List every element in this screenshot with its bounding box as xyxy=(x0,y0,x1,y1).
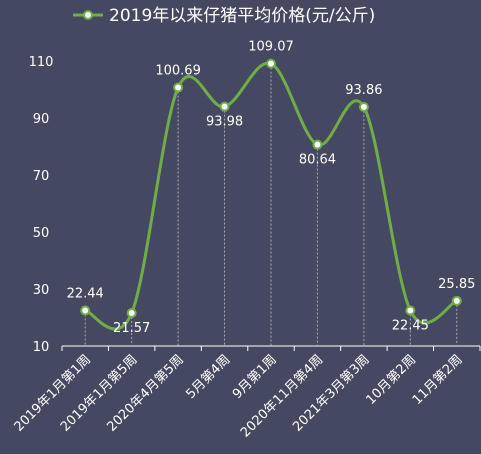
chart-title: 2019年以来仔猪平均价格(元/公斤) xyxy=(109,6,375,26)
data-label: 22.44 xyxy=(67,287,104,302)
data-labels: 22.44 21.57 100.69 93.98 109.07 80.64 93.86 22.… xyxy=(67,40,476,336)
y-tick-label: 90 xyxy=(33,112,50,127)
drop-lines xyxy=(84,63,458,346)
y-axis: 10 30 50 70 90 110 xyxy=(29,55,54,355)
data-points xyxy=(80,58,462,319)
data-point xyxy=(358,101,369,112)
data-point xyxy=(405,305,416,316)
y-tick-label: 70 xyxy=(33,169,50,184)
y-tick-label: 110 xyxy=(29,55,54,70)
data-point xyxy=(451,295,462,306)
data-label: 22.45 xyxy=(392,319,429,334)
data-label: 80.64 xyxy=(299,153,336,168)
data-point xyxy=(312,139,323,150)
data-label: 109.07 xyxy=(248,40,294,55)
y-tick-label: 50 xyxy=(33,226,50,241)
data-point xyxy=(219,101,230,112)
data-label: 100.69 xyxy=(155,64,201,79)
data-point xyxy=(80,305,91,316)
data-label: 25.85 xyxy=(438,277,475,292)
data-label: 93.86 xyxy=(345,83,382,98)
data-point xyxy=(173,82,184,93)
y-tick-label: 10 xyxy=(33,340,50,355)
y-tick-label: 30 xyxy=(33,283,50,298)
data-label: 21.57 xyxy=(113,321,150,336)
data-label: 93.98 xyxy=(206,115,243,130)
legend-marker-icon xyxy=(83,10,93,20)
data-point xyxy=(126,308,137,319)
legend: 2019年以来仔猪平均价格(元/公斤) xyxy=(73,6,375,26)
data-point xyxy=(266,58,276,69)
